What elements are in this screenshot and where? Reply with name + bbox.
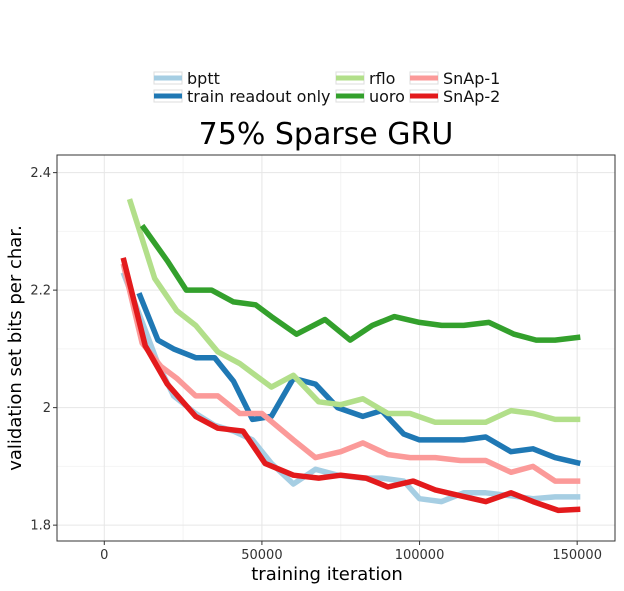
- series-line-snap-2: [120, 257, 581, 514]
- y-tick-label: 1.8: [30, 519, 51, 534]
- ticks: 0 50000 100000 150000 1.8 2 2.2 2.4: [30, 166, 602, 563]
- grid: [57, 155, 615, 541]
- legend-label-snap-1: SnAp-1: [443, 69, 500, 88]
- x-axis-label: training iteration: [251, 564, 403, 585]
- legend-label-bptt: bptt: [187, 69, 220, 88]
- legend-label-rflo: rflo: [369, 69, 395, 88]
- x-tick-label: 0: [100, 548, 108, 563]
- series-layer: [120, 198, 581, 514]
- x-tick-label: 100000: [395, 548, 445, 563]
- series-line-uoro: [139, 223, 581, 343]
- y-tick-label: 2: [43, 401, 51, 416]
- y-axis-label: validation set bits per char.: [5, 225, 26, 471]
- x-tick-label: 150000: [552, 548, 602, 563]
- legend-label-snap-2: SnAp-2: [443, 87, 500, 106]
- series-line-bptt: [120, 271, 581, 505]
- chart-title: 75% Sparse GRU: [199, 117, 454, 152]
- plot-frame: [56, 154, 616, 542]
- series-line-snap-1: [120, 263, 581, 484]
- y-tick-label: 2.4: [30, 166, 51, 181]
- series-line-rflo: [126, 198, 581, 426]
- legend: bptt train readout only rflo uoro SnAp-1…: [153, 69, 500, 106]
- legend-label-train-readout-only: train readout only: [187, 87, 331, 106]
- x-tick-label: 50000: [241, 548, 282, 563]
- legend-label-uoro: uoro: [369, 87, 405, 106]
- y-tick-label: 2.2: [30, 284, 51, 299]
- series-line-train-readout-only: [136, 292, 581, 467]
